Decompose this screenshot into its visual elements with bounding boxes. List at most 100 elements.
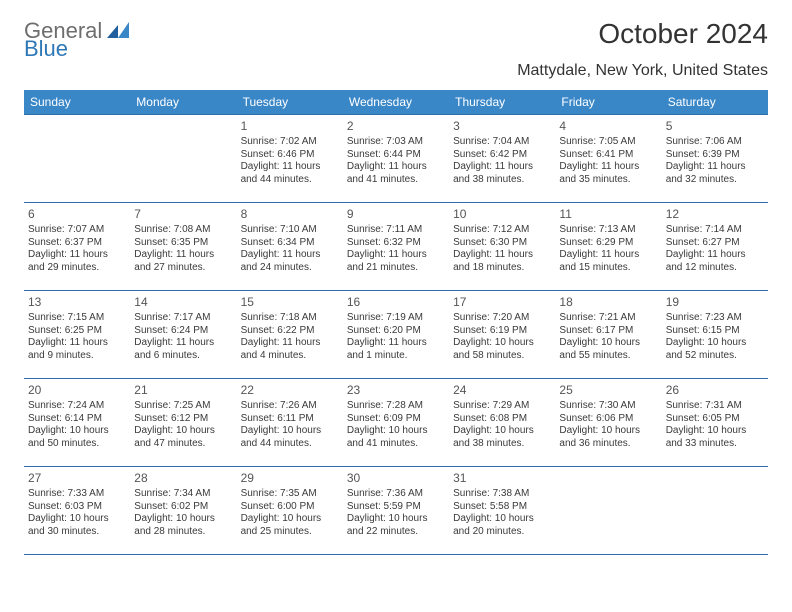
daylight-line: Daylight: 10 hours and 38 minutes.: [453, 425, 551, 450]
day-number: 17: [453, 295, 551, 310]
sunrise-line: Sunrise: 7:26 AM: [241, 400, 339, 413]
calendar-week-row: 27Sunrise: 7:33 AMSunset: 6:03 PMDayligh…: [24, 467, 768, 555]
daylight-line: Daylight: 11 hours and 4 minutes.: [241, 337, 339, 362]
sunrise-line: Sunrise: 7:29 AM: [453, 400, 551, 413]
calendar-header-cell: Saturday: [662, 90, 768, 115]
daylight-line: Daylight: 11 hours and 24 minutes.: [241, 249, 339, 274]
day-number: 3: [453, 119, 551, 134]
calendar-day-cell: 4Sunrise: 7:05 AMSunset: 6:41 PMDaylight…: [555, 115, 661, 203]
sunrise-line: Sunrise: 7:15 AM: [28, 312, 126, 325]
day-number: 30: [347, 471, 445, 486]
daylight-line: Daylight: 10 hours and 36 minutes.: [559, 425, 657, 450]
calendar-header-cell: Friday: [555, 90, 661, 115]
day-number: 22: [241, 383, 339, 398]
sunset-line: Sunset: 6:15 PM: [666, 325, 764, 338]
calendar-day-cell: 17Sunrise: 7:20 AMSunset: 6:19 PMDayligh…: [449, 291, 555, 379]
day-number: 7: [134, 207, 232, 222]
sunrise-line: Sunrise: 7:30 AM: [559, 400, 657, 413]
sunset-line: Sunset: 6:41 PM: [559, 149, 657, 162]
page-title: October 2024: [598, 18, 768, 50]
sunrise-line: Sunrise: 7:03 AM: [347, 136, 445, 149]
calendar-week-row: 6Sunrise: 7:07 AMSunset: 6:37 PMDaylight…: [24, 203, 768, 291]
day-number: 16: [347, 295, 445, 310]
calendar-day-cell: 15Sunrise: 7:18 AMSunset: 6:22 PMDayligh…: [237, 291, 343, 379]
calendar-day-cell: 21Sunrise: 7:25 AMSunset: 6:12 PMDayligh…: [130, 379, 236, 467]
daylight-line: Daylight: 11 hours and 35 minutes.: [559, 161, 657, 186]
sunset-line: Sunset: 6:42 PM: [453, 149, 551, 162]
sunset-line: Sunset: 6:05 PM: [666, 413, 764, 426]
calendar-table: SundayMondayTuesdayWednesdayThursdayFrid…: [24, 90, 768, 555]
daylight-line: Daylight: 11 hours and 12 minutes.: [666, 249, 764, 274]
day-number: 5: [666, 119, 764, 134]
sunrise-line: Sunrise: 7:34 AM: [134, 488, 232, 501]
sunset-line: Sunset: 6:14 PM: [28, 413, 126, 426]
calendar-header-cell: Tuesday: [237, 90, 343, 115]
sunrise-line: Sunrise: 7:13 AM: [559, 224, 657, 237]
calendar-week-row: 13Sunrise: 7:15 AMSunset: 6:25 PMDayligh…: [24, 291, 768, 379]
day-number: 20: [28, 383, 126, 398]
sunrise-line: Sunrise: 7:17 AM: [134, 312, 232, 325]
sunset-line: Sunset: 6:20 PM: [347, 325, 445, 338]
calendar-header-row: SundayMondayTuesdayWednesdayThursdayFrid…: [24, 90, 768, 115]
calendar-day-cell: 8Sunrise: 7:10 AMSunset: 6:34 PMDaylight…: [237, 203, 343, 291]
sunset-line: Sunset: 6:24 PM: [134, 325, 232, 338]
day-number: 10: [453, 207, 551, 222]
calendar-day-cell: 11Sunrise: 7:13 AMSunset: 6:29 PMDayligh…: [555, 203, 661, 291]
daylight-line: Daylight: 11 hours and 32 minutes.: [666, 161, 764, 186]
sunrise-line: Sunrise: 7:31 AM: [666, 400, 764, 413]
day-number: 12: [666, 207, 764, 222]
sunrise-line: Sunrise: 7:33 AM: [28, 488, 126, 501]
daylight-line: Daylight: 11 hours and 6 minutes.: [134, 337, 232, 362]
sunrise-line: Sunrise: 7:11 AM: [347, 224, 445, 237]
sunset-line: Sunset: 5:59 PM: [347, 501, 445, 514]
calendar-day-cell: 6Sunrise: 7:07 AMSunset: 6:37 PMDaylight…: [24, 203, 130, 291]
day-number: 8: [241, 207, 339, 222]
calendar-header-cell: Thursday: [449, 90, 555, 115]
sunrise-line: Sunrise: 7:28 AM: [347, 400, 445, 413]
day-number: 27: [28, 471, 126, 486]
sunrise-line: Sunrise: 7:23 AM: [666, 312, 764, 325]
sunset-line: Sunset: 6:27 PM: [666, 237, 764, 250]
calendar-day-cell: 28Sunrise: 7:34 AMSunset: 6:02 PMDayligh…: [130, 467, 236, 555]
day-number: 21: [134, 383, 232, 398]
day-number: 11: [559, 207, 657, 222]
sunset-line: Sunset: 6:32 PM: [347, 237, 445, 250]
sunrise-line: Sunrise: 7:25 AM: [134, 400, 232, 413]
daylight-line: Daylight: 10 hours and 50 minutes.: [28, 425, 126, 450]
location-subtitle: Mattydale, New York, United States: [24, 62, 768, 80]
sunrise-line: Sunrise: 7:19 AM: [347, 312, 445, 325]
day-number: 31: [453, 471, 551, 486]
sunset-line: Sunset: 6:25 PM: [28, 325, 126, 338]
sunrise-line: Sunrise: 7:35 AM: [241, 488, 339, 501]
calendar-day-cell: 25 Sunrise: 7:30 AMSunset: 6:06 PMDayligh…: [555, 379, 661, 467]
day-number: 23: [347, 383, 445, 398]
calendar-day-cell: 12Sunrise: 7:14 AMSunset: 6:27 PMDayligh…: [662, 203, 768, 291]
sunset-line: Sunset: 6:37 PM: [28, 237, 126, 250]
sunset-line: Sunset: 6:17 PM: [559, 325, 657, 338]
calendar-day-cell: 5Sunrise: 7:06 AMSunset: 6:39 PMDaylight…: [662, 115, 768, 203]
sunset-line: Sunset: 6:12 PM: [134, 413, 232, 426]
calendar-header-cell: Sunday: [24, 90, 130, 115]
day-number: 24: [453, 383, 551, 398]
sunset-line: Sunset: 6:09 PM: [347, 413, 445, 426]
daylight-line: Daylight: 11 hours and 18 minutes.: [453, 249, 551, 274]
day-number: 18: [559, 295, 657, 310]
calendar-day-cell: 18Sunrise: 7:21 AMSunset: 6:17 PMDayligh…: [555, 291, 661, 379]
calendar-week-row: 20Sunrise: 7:24 AMSunset: 6:14 PMDayligh…: [24, 379, 768, 467]
sunrise-line: Sunrise: 7:20 AM: [453, 312, 551, 325]
calendar-day-cell: 3Sunrise: 7:04 AMSunset: 6:42 PMDaylight…: [449, 115, 555, 203]
calendar-day-cell: 14Sunrise: 7:17 AMSunset: 6:24 PMDayligh…: [130, 291, 236, 379]
sunset-line: Sunset: 6:06 PM: [559, 413, 657, 426]
sunset-line: Sunset: 5:58 PM: [453, 501, 551, 514]
sunrise-line: Sunrise: 7:04 AM: [453, 136, 551, 149]
daylight-line: Daylight: 10 hours and 22 minutes.: [347, 513, 445, 538]
logo-mark-icon: [107, 18, 129, 44]
daylight-line: Daylight: 10 hours and 55 minutes.: [559, 337, 657, 362]
calendar-day-cell: 30Sunrise: 7:36 AMSunset: 5:59 PMDayligh…: [343, 467, 449, 555]
calendar-day-cell: 10Sunrise: 7:12 AMSunset: 6:30 PMDayligh…: [449, 203, 555, 291]
day-number: 6: [28, 207, 126, 222]
sunrise-line: Sunrise: 7:02 AM: [241, 136, 339, 149]
day-number: 25: [559, 383, 657, 398]
sunset-line: Sunset: 6:34 PM: [241, 237, 339, 250]
day-number: 9: [347, 207, 445, 222]
